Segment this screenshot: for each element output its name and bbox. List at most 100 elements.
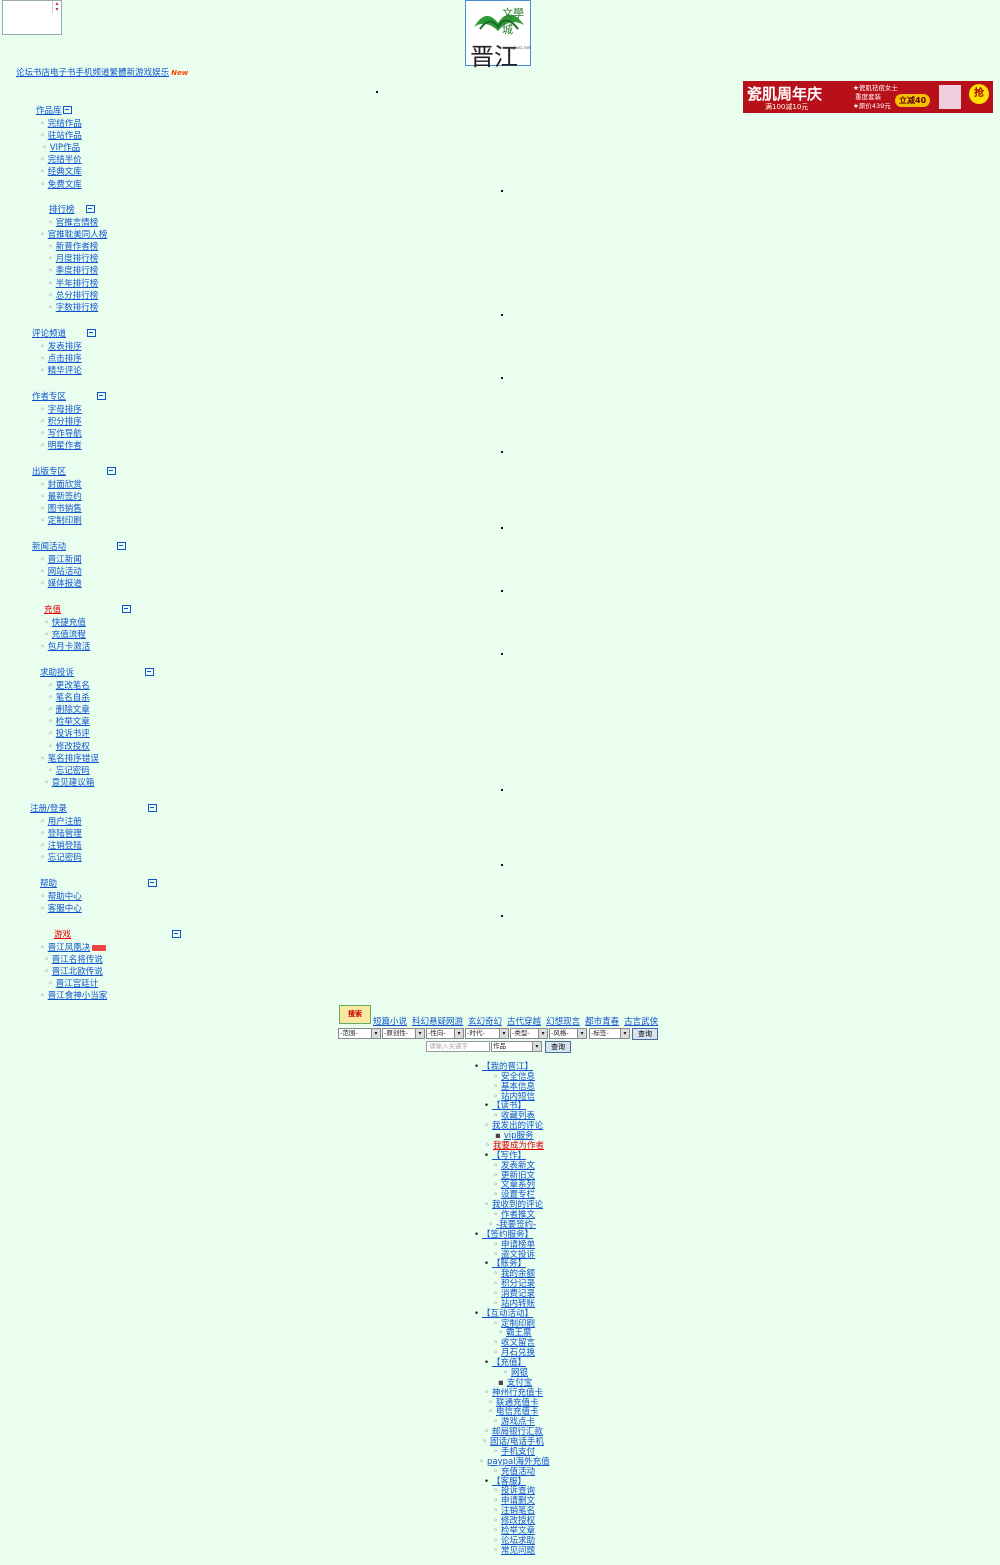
collapse-toggle-icon[interactable] <box>117 541 126 550</box>
sidebar-item-link[interactable]: 帮助中心 <box>47 892 82 902</box>
tree-item-link[interactable]: 申请榜单 <box>501 1239 536 1250</box>
sidebar-item-link[interactable]: VIP作品 <box>49 143 81 154</box>
tree-item-link[interactable]: vip服务 <box>503 1131 534 1142</box>
filter-style-select[interactable]: -风格- <box>549 1028 587 1039</box>
tree-item-link[interactable]: 基本信息 <box>501 1081 536 1092</box>
tree-item-link[interactable]: 霸王票 <box>506 1328 532 1339</box>
sidebar-item-link[interactable]: 经典文库 <box>47 167 82 178</box>
tree-item-link[interactable]: 固话/电话手机 <box>490 1437 544 1448</box>
sidebar-section-title[interactable]: 充值 <box>44 605 62 615</box>
sidebar-item-link[interactable]: 意见建议箱 <box>51 777 95 788</box>
filter-tag-select[interactable]: -标签- <box>589 1028 630 1039</box>
tree-item-link[interactable]: 投诉查询 <box>501 1486 536 1497</box>
sidebar-section-title[interactable]: 排行榜 <box>49 205 75 215</box>
nav-traditional[interactable]: 繁體 <box>109 68 127 78</box>
tree-item-link[interactable]: 神州行充值卡 <box>492 1387 544 1398</box>
ad-banner[interactable]: 瓷肌周年庆 满100减10元 ★瓷肌祛痘女士 重度套装 ★原价439元 立减40 … <box>743 81 993 113</box>
category-link[interactable]: 科幻悬疑网游 <box>412 1017 464 1027</box>
tree-item-link[interactable]: 月石兑换 <box>501 1348 536 1359</box>
tree-item-link[interactable]: 电信充值卡 <box>496 1407 539 1418</box>
category-link[interactable]: 都市青春 <box>585 1017 620 1027</box>
filter-era-select[interactable]: -时代- <box>465 1028 509 1039</box>
listbox-scroll-arrows-icon[interactable]: ▴ ▾ <box>52 1 61 13</box>
tree-item-link[interactable]: 网银 <box>511 1367 529 1378</box>
sidebar-item-link[interactable]: 月度排行榜 <box>55 254 99 265</box>
nav-new-games[interactable]: 新游戏 <box>126 68 153 78</box>
sidebar-item-link[interactable]: 官推耽美同人榜 <box>47 230 108 241</box>
tree-item-link[interactable]: 检举文章 <box>501 1525 536 1536</box>
tree-item-link[interactable]: 【客服】 <box>492 1476 527 1487</box>
tree-item-link[interactable]: 申请删文 <box>501 1496 536 1507</box>
collapse-toggle-icon[interactable] <box>122 604 131 613</box>
collapse-toggle-icon[interactable] <box>107 466 116 475</box>
tree-item-link[interactable]: 注销笔名 <box>501 1506 536 1517</box>
tree-item-link[interactable]: -我要签约- <box>496 1219 537 1230</box>
sidebar-item-link[interactable]: 注销登陆 <box>47 841 82 852</box>
tree-item-link[interactable]: 【充值】 <box>492 1358 527 1369</box>
nav-mobile[interactable]: 手机频道 <box>75 68 110 78</box>
sidebar-item-link[interactable]: 积分排序 <box>47 417 82 428</box>
sidebar-section-title[interactable]: 注册/登录 <box>30 804 67 814</box>
tree-item-link[interactable]: 【账务】 <box>492 1259 527 1270</box>
sidebar-item-link[interactable]: 定制印刷 <box>47 516 82 527</box>
filter-original-select[interactable]: -原创性- <box>382 1028 425 1039</box>
tree-item-link[interactable]: 常见问题 <box>501 1545 536 1556</box>
nav-entertainment[interactable]: 娱乐 <box>152 68 170 78</box>
tree-item-link[interactable]: 充值活动 <box>501 1466 536 1477</box>
sidebar-item-link[interactable]: 最新签约 <box>47 492 82 503</box>
sidebar-item-link[interactable]: 删除文章 <box>55 705 90 716</box>
sidebar-item-link[interactable]: 晋江食神小当家 <box>47 991 108 1002</box>
collapse-toggle-icon[interactable] <box>148 878 157 887</box>
collapse-toggle-icon[interactable] <box>63 105 72 114</box>
nav-forum[interactable]: 论坛 <box>16 68 34 78</box>
sidebar-section-title[interactable]: 帮助 <box>40 879 58 889</box>
tree-item-link[interactable]: 游戏点卡 <box>501 1417 536 1428</box>
sidebar-item-link[interactable]: 投诉书评 <box>55 729 90 740</box>
category-link[interactable]: 幻想现言 <box>546 1017 581 1027</box>
tree-item-link[interactable]: 站内短信 <box>501 1091 536 1102</box>
sidebar-item-link[interactable]: 驻站作品 <box>47 131 82 142</box>
sidebar-item-link[interactable]: 季度排行榜 <box>55 266 99 277</box>
sidebar-section-title[interactable]: 作者专区 <box>32 392 67 402</box>
sidebar-item-link[interactable]: 用户注册 <box>47 817 82 827</box>
sidebar-item-link[interactable]: 封面欣赏 <box>47 480 82 490</box>
sidebar-item-link[interactable]: 新晋作者榜 <box>55 242 99 253</box>
sidebar-section-title[interactable]: 作品库 <box>36 106 62 116</box>
tree-item-link[interactable]: 定制印刷 <box>501 1318 536 1329</box>
sidebar-item-link[interactable]: 客服中心 <box>47 904 82 915</box>
collapse-toggle-icon[interactable] <box>87 328 96 337</box>
category-link[interactable]: 玄幻奇幻 <box>468 1017 503 1027</box>
sidebar-item-link[interactable]: 写作导航 <box>47 429 82 440</box>
filter-range-select[interactable]: -范围- <box>338 1028 381 1039</box>
sidebar-item-link[interactable]: 字数排行榜 <box>55 302 99 313</box>
nav-ebook[interactable]: 电子书 <box>50 68 76 78</box>
sidebar-item-link[interactable]: 明星作者 <box>47 441 82 452</box>
tree-item-link[interactable]: 收文留言 <box>501 1338 536 1349</box>
sidebar-section-title[interactable]: 评论频道 <box>32 329 67 339</box>
sidebar-item-link[interactable]: 半年排行榜 <box>55 278 99 289</box>
collapse-toggle-icon[interactable] <box>172 929 181 938</box>
sidebar-item-link[interactable]: 字母排序 <box>47 405 82 415</box>
tree-item-link[interactable]: 我收到的评论 <box>492 1200 544 1211</box>
category-link[interactable]: 古言武侠 <box>624 1017 659 1027</box>
tree-item-link[interactable]: 更新旧文 <box>501 1170 536 1181</box>
tree-item-link[interactable]: 发表新文 <box>501 1160 536 1171</box>
collapse-toggle-icon[interactable] <box>148 803 157 812</box>
collapse-toggle-icon[interactable] <box>145 667 154 676</box>
keyword-search-input[interactable]: 请输入关键字 <box>426 1041 490 1052</box>
sidebar-item-link[interactable]: 点击排序 <box>47 354 82 365</box>
tree-item-link[interactable]: 我要成为作者 <box>493 1140 545 1151</box>
collapse-toggle-icon[interactable] <box>97 391 106 400</box>
tree-item-link[interactable]: 收藏列表 <box>501 1111 536 1122</box>
tree-item-link[interactable]: 积分记录 <box>501 1279 536 1290</box>
sidebar-item-link[interactable]: 完结作品 <box>47 119 82 129</box>
sidebar-item-link[interactable]: 检举文章 <box>55 717 90 728</box>
tree-item-link[interactable]: 联通充值卡 <box>496 1397 539 1408</box>
tree-item-link[interactable]: 修改授权 <box>501 1516 536 1527</box>
filter-orientation-select[interactable]: -性向- <box>426 1028 464 1039</box>
sidebar-item-link[interactable]: 网站活动 <box>47 567 82 578</box>
sidebar-item-link[interactable]: 官推言情榜 <box>55 218 99 228</box>
sidebar-item-link[interactable]: 笔名排序错误 <box>47 753 99 764</box>
tree-item-link[interactable]: 设置专栏 <box>501 1190 536 1201</box>
sidebar-item-link[interactable]: 笔名自杀 <box>55 693 90 704</box>
